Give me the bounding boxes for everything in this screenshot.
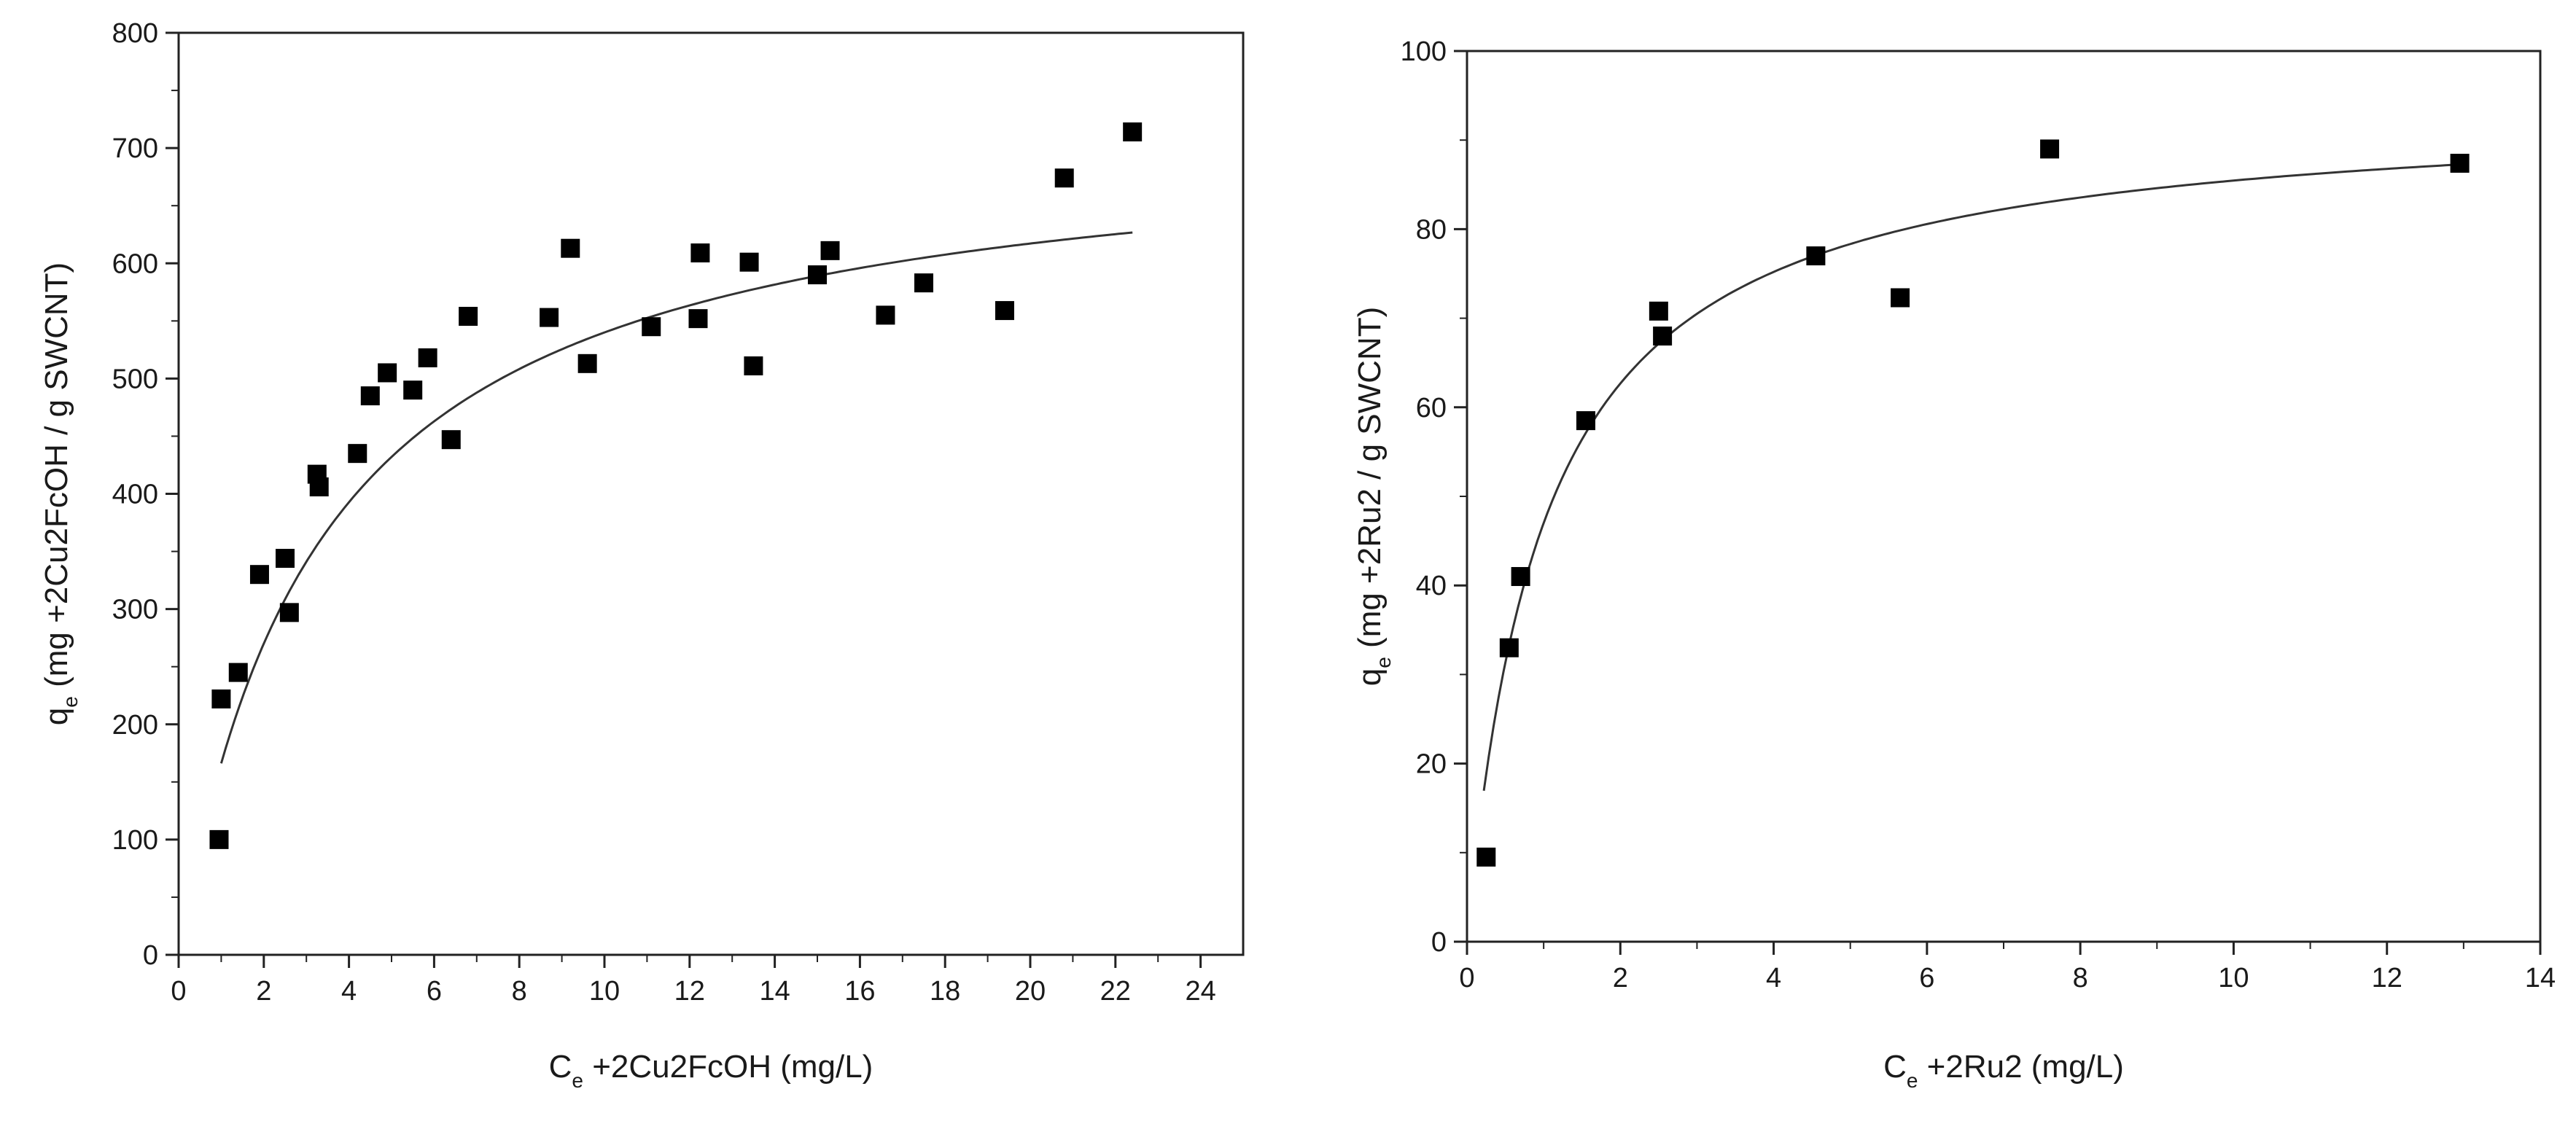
- data-point: [1054, 168, 1074, 188]
- chart-left-cu2fcoh: 0 2 4 6 8 10 12 14 16 18 20 22 240100200300400500600…: [39, 18, 1245, 1092]
- x-tick-label: 10: [2218, 963, 2249, 993]
- y-axis-label: qe (mg +2Cu2FcOH / g SWCNT): [39, 262, 82, 725]
- data-point: [1123, 122, 1143, 141]
- x-tick-label: 24: [1185, 976, 1215, 1007]
- data-point: [441, 430, 461, 450]
- x-tick-label: 20: [1015, 976, 1046, 1007]
- x-tick-label: 12: [2372, 963, 2402, 993]
- y-tick-label: 0: [143, 940, 158, 971]
- data-point: [1499, 638, 1519, 657]
- data-point: [995, 301, 1014, 321]
- data-point: [378, 363, 397, 383]
- x-axis-label: Ce +2Ru2 (mg/L): [1883, 1049, 2124, 1092]
- data-point: [228, 663, 248, 682]
- x-tick-label: 8: [512, 976, 527, 1007]
- x-tick-label: 18: [930, 976, 960, 1007]
- y-tick-label: 40: [1416, 571, 1447, 601]
- data-point: [418, 348, 437, 367]
- data-point: [540, 308, 559, 327]
- x-tick-label: 6: [1919, 963, 1934, 993]
- x-axis-label: Ce +2Cu2FcOH (mg/L): [549, 1049, 873, 1092]
- y-axis-label: qe (mg +2Ru2 / g SWCNT): [1352, 307, 1395, 687]
- chart-right-ru2: 0 2 4 6 8 10 12 14 0 20 40 60 80 100 Ce +2Ru2 (mg/L) qe…: [1352, 36, 2556, 1092]
- x-tick-label: 22: [1100, 976, 1131, 1007]
- data-point: [279, 603, 299, 622]
- plot-frame: [1466, 50, 2542, 943]
- x-tick-label: 10: [589, 976, 620, 1007]
- data-point: [211, 689, 231, 708]
- data-point: [249, 565, 269, 585]
- data-point: [2450, 153, 2470, 173]
- data-point: [820, 241, 840, 260]
- data-point: [739, 252, 759, 272]
- data-point: [209, 829, 229, 849]
- data-point: [744, 356, 763, 375]
- data-point: [1576, 411, 1595, 431]
- x-tick-label: 6: [427, 976, 442, 1007]
- data-point: [1649, 301, 1668, 321]
- y-tick-label: 200: [112, 710, 158, 741]
- data-point: [642, 317, 661, 337]
- x-tick-label: 14: [759, 976, 790, 1007]
- data-point: [876, 305, 895, 325]
- data-point: [1476, 847, 1496, 867]
- y-tick-label: 100: [112, 825, 158, 856]
- x-tick-label: 0: [171, 976, 186, 1007]
- data-point: [914, 273, 933, 293]
- data-point: [1806, 246, 1826, 266]
- x-tick-label: 8: [2073, 963, 2088, 993]
- data-point: [309, 477, 329, 497]
- x-tick-label: 4: [341, 976, 357, 1007]
- y-tick-label: 20: [1416, 749, 1447, 780]
- y-tick-label: 300: [112, 595, 158, 625]
- y-tick-label: 400: [112, 480, 158, 510]
- plot-frame: [177, 31, 1245, 956]
- x-tick-label: 14: [2525, 963, 2556, 993]
- data-point: [403, 380, 423, 400]
- data-point: [348, 444, 367, 464]
- y-tick-label: 800: [112, 18, 158, 49]
- data-point: [1511, 566, 1530, 586]
- fit-curve: [1482, 163, 2460, 792]
- y-tick-label: 500: [112, 364, 158, 394]
- x-tick-label: 16: [844, 976, 875, 1007]
- data-point: [577, 354, 597, 373]
- x-tick-label: 12: [674, 976, 705, 1007]
- y-tick-label: 100: [1401, 36, 1447, 67]
- y-tick-label: 0: [1431, 927, 1447, 958]
- data-point: [688, 309, 708, 329]
- y-tick-label: 60: [1416, 393, 1447, 423]
- data-point: [360, 386, 380, 406]
- x-tick-label: 2: [1613, 963, 1628, 993]
- x-tick-label: 2: [256, 976, 271, 1007]
- data-point: [561, 238, 580, 258]
- data-point: [1653, 327, 1673, 346]
- fit-curve: [219, 231, 1133, 764]
- data-point: [459, 306, 478, 326]
- y-tick-label: 600: [112, 249, 158, 279]
- data-point: [808, 265, 827, 285]
- data-point: [2040, 139, 2060, 159]
- data-point: [690, 243, 710, 263]
- x-tick-label: 4: [1766, 963, 1781, 993]
- data-point: [276, 549, 295, 569]
- x-tick-label: 0: [1459, 963, 1474, 993]
- y-tick-label: 700: [112, 133, 158, 164]
- y-tick-label: 80: [1416, 214, 1447, 245]
- data-point: [1891, 288, 1910, 308]
